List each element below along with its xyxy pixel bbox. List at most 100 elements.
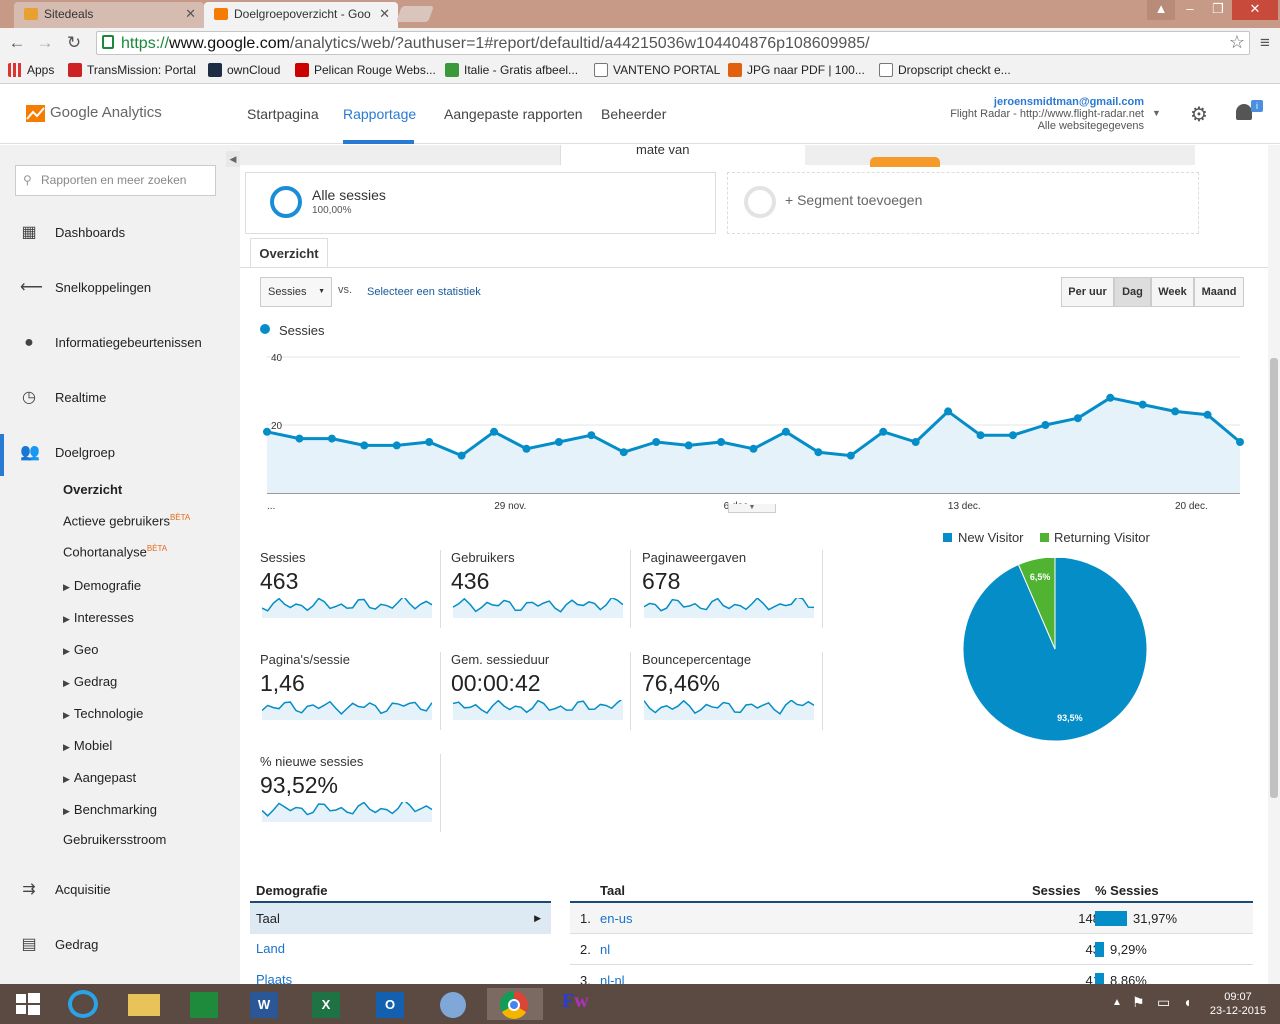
nav-aangepaste-rapporten[interactable]: Aangepaste rapporten [444, 106, 583, 122]
sidebar-group-benchmarking[interactable]: ▶ Benchmarking [63, 802, 157, 817]
sessions-point[interactable] [976, 431, 985, 440]
sessions-point[interactable] [490, 427, 499, 436]
sidebar-item-acquisitie[interactable]: ⇉ Acquisitie [0, 875, 240, 905]
sessions-point[interactable] [911, 438, 920, 446]
browser-tab-sitedeals[interactable]: Sitedeals ✕ [14, 2, 204, 28]
period-month-button[interactable]: Maand [1194, 277, 1244, 307]
sessions-point[interactable] [263, 427, 271, 436]
network-icon[interactable]: ▭ [1157, 994, 1171, 1010]
internet-explorer-icon[interactable] [56, 988, 112, 1020]
word-icon[interactable]: W [236, 988, 292, 1020]
pie-slice-returning-visitor[interactable] [1017, 558, 1056, 650]
close-tab-icon[interactable]: ✕ [379, 6, 390, 21]
sessions-point[interactable] [619, 448, 628, 457]
sessies-column-header[interactable]: Sessies [1032, 883, 1081, 898]
sessions-point[interactable] [652, 438, 661, 446]
sidebar-group-demografie[interactable]: ▶ Demografie [63, 578, 141, 593]
outlook-icon[interactable]: O [362, 988, 418, 1020]
sessions-point[interactable] [327, 434, 336, 443]
sessions-point[interactable] [879, 427, 888, 436]
sidebar-sub-gebruikersstroom[interactable]: Gebruikersstroom [63, 832, 167, 847]
restore-button[interactable]: ❐ [1212, 1, 1224, 16]
chart-expand-handle[interactable]: ▼ [728, 504, 776, 513]
settings-gear-icon[interactable]: ⚙ [1190, 104, 1208, 126]
bookmark-star-icon[interactable]: ☆ [1228, 32, 1245, 52]
sessions-point[interactable] [846, 451, 855, 460]
nav-beheerder[interactable]: Beheerder [601, 106, 667, 122]
page-scrollbar-thumb[interactable] [1270, 358, 1278, 798]
sessions-point[interactable] [1041, 421, 1050, 429]
row-language-link[interactable]: nl [600, 942, 611, 957]
close-tab-icon[interactable]: ✕ [185, 6, 196, 21]
notifications-bell-icon[interactable] [1236, 104, 1252, 120]
taal-table-row[interactable]: 3. nl-nl 41 8,86% [570, 965, 1253, 984]
sessions-point[interactable] [522, 444, 531, 453]
demo-row-plaats[interactable]: Plaats [256, 972, 293, 984]
pie-slice-new-visitor[interactable] [962, 558, 1148, 742]
period-hour-button[interactable]: Per uur [1061, 277, 1114, 307]
taal-table-row[interactable]: 2. nl 43 9,29% [570, 934, 1253, 965]
bookmark-owncloud[interactable]: ownCloud [208, 63, 280, 77]
sessions-point[interactable] [392, 441, 401, 450]
sessions-point[interactable] [781, 427, 790, 436]
period-day-button[interactable]: Dag [1114, 277, 1151, 307]
account-dropdown-icon[interactable]: ▼ [1152, 108, 1161, 118]
sidebar-group-interesses[interactable]: ▶ Interesses [63, 610, 134, 625]
sidebar-sub-actieve-gebruikers[interactable]: Actieve gebruikersBÈTA [63, 513, 190, 528]
windows-start-button[interactable] [0, 988, 56, 1020]
sidebar-group-technologie[interactable]: ▶ Technologie [63, 706, 143, 721]
volume-icon[interactable]: ◖ [1183, 994, 1192, 1010]
close-window-button[interactable]: ✕ [1232, 0, 1278, 20]
excel-icon[interactable]: X [298, 988, 354, 1020]
sidebar-sub-overzicht[interactable]: Overzicht [63, 482, 123, 497]
sessions-point[interactable] [1203, 410, 1212, 419]
back-button[interactable]: ← [8, 33, 26, 52]
sessions-point[interactable] [684, 441, 693, 450]
sidebar-item-gedrag[interactable]: ▤ Gedrag [0, 930, 240, 960]
bookmark-transmission[interactable]: TransMission: Portal [68, 63, 196, 77]
collapse-sidebar-button[interactable]: ◀ [226, 151, 240, 167]
sessions-point[interactable] [457, 451, 466, 460]
legend-new-visitor[interactable]: New Visitor [958, 530, 1024, 545]
sidebar-group-geo[interactable]: ▶ Geo [63, 642, 99, 657]
ga-logo[interactable]: Google Analytics [26, 104, 162, 122]
row-language-link[interactable]: nl-nl [600, 973, 625, 984]
sidebar-sub-cohortanalyse[interactable]: CohortanalyseBÈTA [63, 544, 167, 559]
demo-row-taal[interactable]: Taal ▶ [250, 903, 551, 934]
sessions-point[interactable] [554, 438, 563, 446]
sessions-point[interactable] [1236, 438, 1244, 446]
sessions-point[interactable] [425, 438, 434, 446]
sessions-point[interactable] [717, 438, 726, 446]
forward-button[interactable]: → [36, 33, 54, 52]
nav-rapportage[interactable]: Rapportage [343, 106, 417, 122]
fw-app-icon[interactable]: Fw [562, 990, 589, 1012]
add-segment-button[interactable]: + Segment toevoegen [727, 172, 1199, 234]
excel-store-icon[interactable] [176, 988, 232, 1020]
user-icon[interactable]: ▲ [1147, 0, 1175, 20]
sessions-point[interactable] [1073, 414, 1082, 423]
tab-overzicht[interactable]: Overzicht [250, 238, 328, 268]
period-week-button[interactable]: Week [1151, 277, 1194, 307]
sessions-point[interactable] [1171, 407, 1180, 416]
file-explorer-icon[interactable] [116, 988, 172, 1020]
system-clock[interactable]: 09:07 23-12-2015 [1208, 990, 1268, 1018]
media-app-icon[interactable] [426, 988, 482, 1020]
sidebar-group-gedrag[interactable]: ▶ Gedrag [63, 674, 117, 689]
bookmark-pelican[interactable]: Pelican Rouge Webs... [295, 63, 436, 77]
nav-startpagina[interactable]: Startpagina [247, 106, 319, 122]
tray-expand-icon[interactable]: ▲ [1112, 997, 1122, 1008]
search-input[interactable]: ⚲ Rapporten en meer zoeken [15, 165, 216, 196]
sidebar-item-doelgroep[interactable]: 👥 Doelgroep [0, 438, 240, 468]
sidebar-item-realtime[interactable]: ◷ Realtime [0, 383, 240, 413]
sessions-point[interactable] [814, 448, 823, 457]
segment-all-sessions[interactable]: Alle sessies 100,00% [245, 172, 716, 234]
row-language-link[interactable]: en-us [600, 911, 633, 926]
demo-row-land[interactable]: Land [256, 941, 285, 956]
metric-select[interactable]: Sessies ▼ [260, 277, 332, 307]
sidebar-group-mobiel[interactable]: ▶ Mobiel [63, 738, 112, 753]
bookmark-apps[interactable]: Apps [8, 63, 54, 77]
sessions-point[interactable] [360, 441, 369, 450]
bookmark-vanteno[interactable]: VANTENO PORTAL [594, 63, 720, 77]
sessions-point[interactable] [295, 434, 304, 443]
